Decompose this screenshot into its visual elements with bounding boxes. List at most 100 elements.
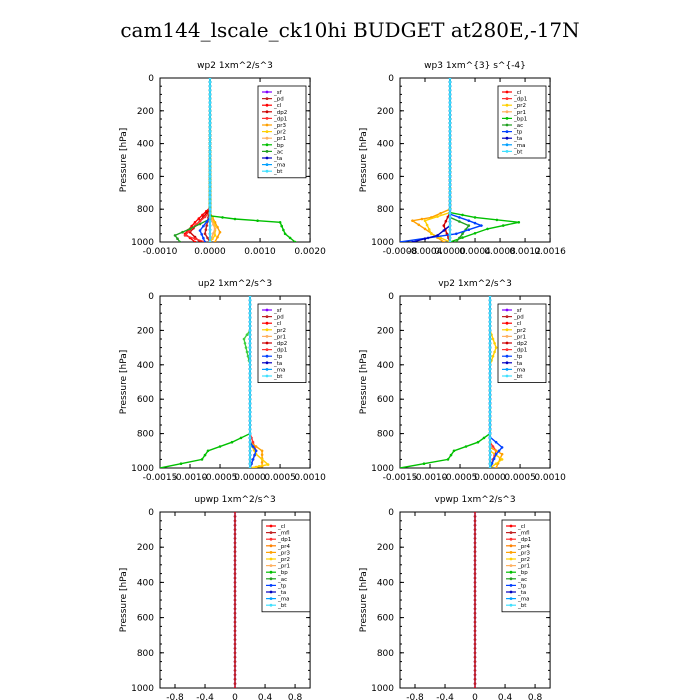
series-point-bt <box>448 195 452 199</box>
series-point-bt <box>248 415 252 418</box>
x-tick-label: 0.4 <box>498 693 513 700</box>
series-point-mfl <box>473 585 477 589</box>
x-tick-label: 0.0000 <box>434 247 466 257</box>
legend-marker <box>269 590 273 594</box>
legend-entry: _dp1 <box>277 537 291 543</box>
legend-marker <box>505 328 509 332</box>
series-point-pr2 <box>213 234 217 237</box>
legend-entry: _bt <box>513 374 523 380</box>
series-point-tp <box>253 453 256 457</box>
series-point-pr1 <box>494 462 498 466</box>
series-point-dp1 <box>183 234 187 237</box>
series-point-dp2 <box>242 337 246 341</box>
series-point-bt <box>448 166 452 170</box>
series-point-mfl <box>233 607 237 611</box>
series-point-bt <box>488 410 492 414</box>
series-point-bt <box>208 80 212 84</box>
series-point-tp <box>251 445 255 448</box>
series-point-bt <box>488 440 492 444</box>
series-point-bt <box>208 109 212 113</box>
x-tick-label: 0.8 <box>528 693 543 700</box>
legend-marker <box>505 110 509 114</box>
series-point-pr1 <box>439 236 442 240</box>
series-point-tp <box>467 228 471 231</box>
y-tick-label: 200 <box>137 107 154 117</box>
legend-marker <box>509 544 513 548</box>
series-point-bp1 <box>473 232 477 235</box>
series-point-bt <box>488 402 492 405</box>
series-point-bt <box>208 97 212 100</box>
series-point-mfl <box>473 686 477 688</box>
series-point-bt <box>248 342 252 345</box>
series-point-tp <box>254 449 258 453</box>
legend-marker <box>265 321 269 325</box>
legend-entry: _mfl <box>517 531 530 537</box>
series-point-dp1 <box>160 466 162 468</box>
series-point-pr1 <box>494 346 498 349</box>
series-group <box>400 296 504 468</box>
series-line-dp1 <box>160 296 251 468</box>
chart-title: wp2 1xm^2/s^3 <box>197 61 273 71</box>
series-point-mfl <box>233 537 237 540</box>
series-line-cl <box>183 78 211 242</box>
legend-entry: _pr2 <box>273 130 286 136</box>
series-point-bp <box>256 219 259 222</box>
legend-entry: _pr4 <box>277 544 291 550</box>
chart-panel-2: up2 1xm^2/s^3 Pressure [hPa] 0 200 400 600 800… <box>119 279 326 483</box>
series-point-ta <box>200 233 203 236</box>
legend-marker <box>265 341 269 345</box>
series-point-bp <box>221 216 224 219</box>
legend-entry: _cl <box>513 321 522 327</box>
legend-entry: _pr1 <box>277 564 290 570</box>
series-point-bt <box>488 329 492 332</box>
series-point-mfl <box>473 664 477 668</box>
series-point-ac <box>458 220 461 223</box>
legend-marker <box>265 97 269 100</box>
series-point-ta <box>198 229 202 232</box>
series-point-pr1 <box>212 223 215 226</box>
series-point-bt <box>208 84 212 88</box>
series-point-bt <box>488 453 492 457</box>
series-point-mfl <box>233 651 237 655</box>
legend-marker <box>509 537 513 541</box>
legend-marker <box>269 584 273 587</box>
legend-entry: _ta <box>273 156 282 162</box>
y-axis-label: Pressure [hPa] <box>119 128 129 193</box>
series-point-pr3 <box>216 235 219 239</box>
series-point-cl <box>491 445 495 448</box>
series-point-tp <box>400 240 402 242</box>
series-point-mfl <box>233 523 237 527</box>
series-point-dp2 <box>245 350 249 354</box>
series-point-mfl <box>233 585 237 589</box>
series-point-mfl <box>233 625 237 628</box>
y-tick-label: 800 <box>377 649 394 659</box>
legend-marker <box>269 544 273 548</box>
series-point-pr2 <box>500 452 504 456</box>
y-tick-label: 0 <box>388 74 394 84</box>
series-point-mfl <box>473 673 477 677</box>
series-point-bp1 <box>495 218 499 222</box>
series-point-mfl <box>473 611 477 615</box>
series-group <box>173 78 297 242</box>
series-point-mfl <box>233 647 237 650</box>
series-point-bt <box>248 466 252 468</box>
y-tick-label: 1000 <box>371 464 394 474</box>
series-point-bt <box>448 228 452 231</box>
series-point-bt <box>208 240 212 242</box>
series-point-bt <box>208 232 212 236</box>
series-point-bt <box>448 179 452 182</box>
legend-marker <box>265 354 269 358</box>
legend-entry: _dp2 <box>513 341 527 347</box>
series-point-mfl <box>233 559 237 562</box>
legend-entry: _pd <box>273 97 284 103</box>
series-point-mfl <box>233 682 237 685</box>
legend-entry: _cl <box>273 103 282 109</box>
legend-marker <box>269 524 273 528</box>
series-point-ac <box>458 236 461 240</box>
x-tick-label: 0.4 <box>258 693 273 700</box>
series-point-bt <box>488 376 492 380</box>
legend-marker <box>265 308 269 312</box>
series-point-mfl <box>233 594 237 597</box>
x-tick-label: 0.0010 <box>534 473 566 483</box>
